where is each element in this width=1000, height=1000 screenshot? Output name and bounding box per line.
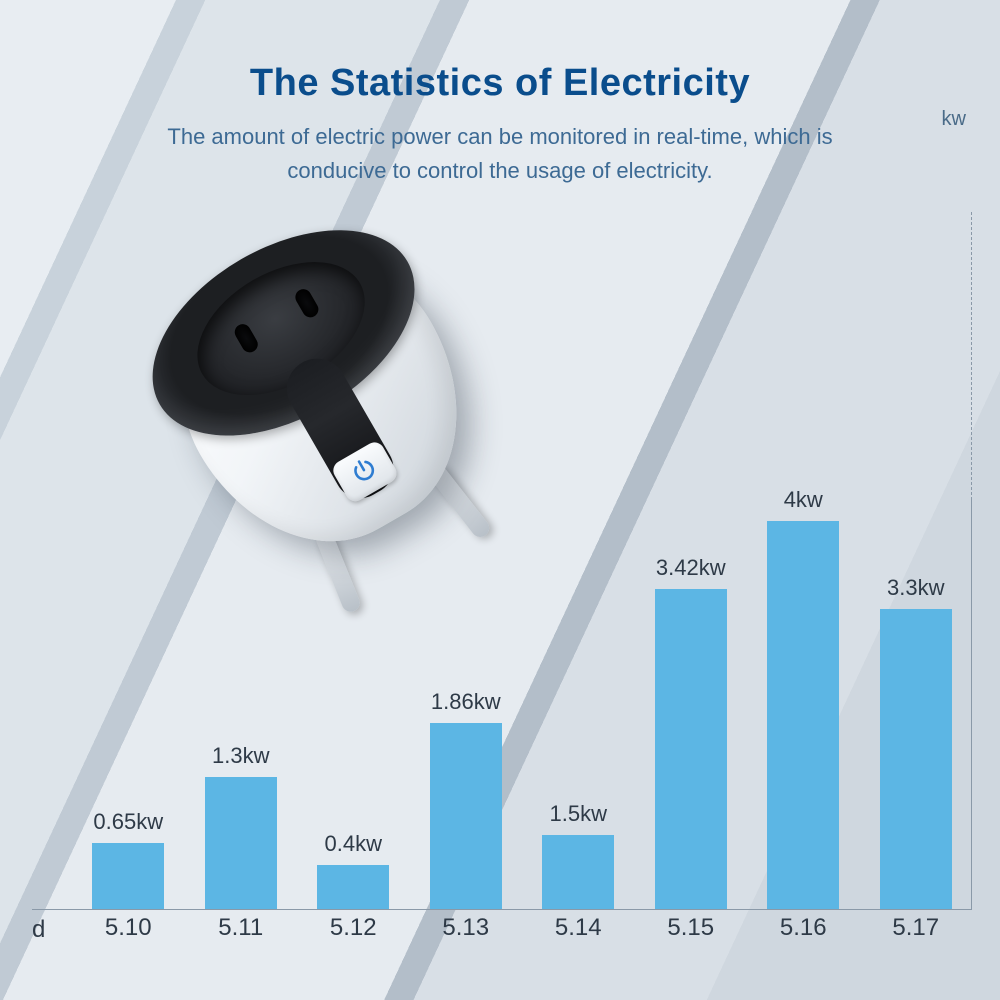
bar-slot: 0.4kw bbox=[297, 865, 410, 909]
page-title: The Statistics of Electricity bbox=[0, 62, 1000, 105]
page-subtitle: The amount of electric power can be moni… bbox=[120, 120, 880, 188]
bar-slot: 1.86kw bbox=[410, 723, 523, 909]
bar-value-label: 1.86kw bbox=[431, 689, 501, 715]
bar-slot: 3.3kw bbox=[860, 609, 973, 909]
bar: 4kw bbox=[767, 521, 839, 909]
infographic-card: The Statistics of Electricity The amount… bbox=[0, 0, 1000, 1000]
x-tick-label: 5.16 bbox=[747, 914, 860, 946]
bar: 1.3kw bbox=[205, 777, 277, 909]
x-axis-prefix: d bbox=[32, 916, 45, 944]
bar-value-label: 1.3kw bbox=[212, 743, 269, 769]
x-tick-label: 5.14 bbox=[522, 914, 635, 946]
bar: 0.65kw bbox=[92, 843, 164, 909]
electricity-bar-chart: d 0.65kw1.3kw0.4kw1.86kw1.5kw3.42kw4kw3.… bbox=[72, 500, 972, 946]
x-axis bbox=[32, 909, 972, 910]
bar-value-label: 0.65kw bbox=[93, 809, 163, 835]
bar-value-label: 3.42kw bbox=[656, 555, 726, 581]
x-tick-label: 5.12 bbox=[297, 914, 410, 946]
x-tick-label: 5.17 bbox=[860, 914, 973, 946]
x-tick-label: 5.15 bbox=[635, 914, 748, 946]
bar: 3.3kw bbox=[880, 609, 952, 909]
bar: 3.42kw bbox=[655, 589, 727, 909]
x-tick-label: 5.11 bbox=[185, 914, 298, 946]
x-tick-label: 5.13 bbox=[410, 914, 523, 946]
x-ticks-container: 5.105.115.125.135.145.155.165.17 bbox=[72, 914, 972, 946]
bars-container: 0.65kw 1.3kw 0.4kw 1.86kw 1.5kw 3.42kw 4kw 3.3k… bbox=[72, 501, 972, 909]
bar-slot: 1.5kw bbox=[522, 835, 635, 909]
bar: 1.5kw bbox=[542, 835, 614, 909]
bar-slot: 0.65kw bbox=[72, 843, 185, 909]
bar-value-label: 4kw bbox=[784, 487, 823, 513]
bar-value-label: 1.5kw bbox=[550, 801, 607, 827]
bar-value-label: 3.3kw bbox=[887, 575, 944, 601]
x-tick-label: 5.10 bbox=[72, 914, 185, 946]
bar-slot: 3.42kw bbox=[635, 589, 748, 909]
bar: 1.86kw bbox=[430, 723, 502, 909]
bar: 0.4kw bbox=[317, 865, 389, 909]
bar-slot: 4kw bbox=[747, 521, 860, 909]
y-axis-dashed bbox=[971, 212, 972, 500]
bar-slot: 1.3kw bbox=[185, 777, 298, 909]
bar-value-label: 0.4kw bbox=[325, 831, 382, 857]
power-icon bbox=[346, 452, 384, 492]
unit-label: kw bbox=[942, 108, 966, 131]
